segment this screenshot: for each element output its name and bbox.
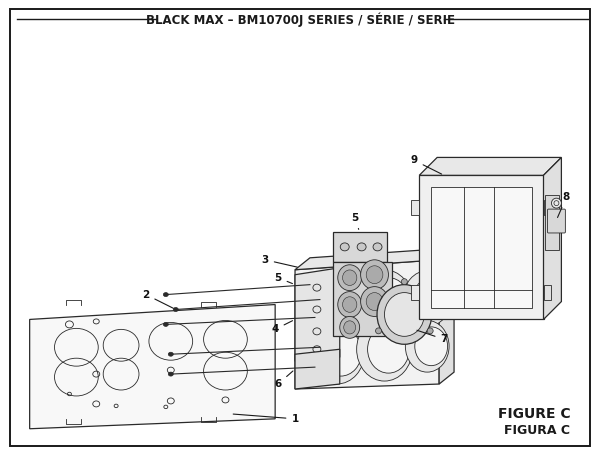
Polygon shape [295,248,454,270]
Text: FIGURE C: FIGURE C [498,407,571,421]
Ellipse shape [344,321,356,334]
Ellipse shape [413,278,449,319]
Ellipse shape [356,270,412,334]
Polygon shape [439,248,454,384]
Polygon shape [419,157,562,175]
Ellipse shape [340,243,349,251]
Bar [412,200,419,215]
Ellipse shape [320,329,362,376]
Ellipse shape [163,323,169,326]
Ellipse shape [368,278,409,325]
Ellipse shape [340,317,359,339]
Polygon shape [419,175,544,319]
Polygon shape [544,157,562,319]
Ellipse shape [356,318,412,381]
Ellipse shape [377,285,431,344]
Polygon shape [295,268,340,361]
Ellipse shape [376,328,382,334]
Text: FIGURA C: FIGURA C [505,424,571,437]
Ellipse shape [169,352,173,356]
Text: 5: 5 [275,273,292,283]
Ellipse shape [427,328,433,334]
Ellipse shape [415,327,448,366]
Text: 9: 9 [411,156,442,174]
FancyBboxPatch shape [333,232,388,262]
Ellipse shape [373,243,382,251]
Polygon shape [295,349,340,389]
Ellipse shape [406,320,449,372]
Text: 8: 8 [557,192,570,217]
Ellipse shape [361,260,388,290]
Ellipse shape [401,278,407,285]
Ellipse shape [403,271,451,326]
FancyBboxPatch shape [547,209,565,233]
Ellipse shape [551,198,562,208]
Polygon shape [29,304,275,429]
Ellipse shape [309,273,365,336]
Text: 2: 2 [142,289,173,308]
Text: 1: 1 [233,414,299,424]
Ellipse shape [357,243,366,251]
Bar [545,195,559,250]
Text: 5: 5 [351,213,359,229]
Ellipse shape [163,293,169,297]
Ellipse shape [338,292,362,318]
Text: 4: 4 [271,321,293,334]
Ellipse shape [343,297,357,312]
Text: 3: 3 [262,255,297,267]
Ellipse shape [366,266,383,283]
Text: 7: 7 [417,330,448,344]
Ellipse shape [343,270,357,285]
Bar [544,285,551,299]
Ellipse shape [169,372,173,376]
Text: BLACK MAX – BM10700J SERIES / SÉRIE / SERIE: BLACK MAX – BM10700J SERIES / SÉRIE / SE… [146,12,455,26]
Ellipse shape [320,281,362,329]
Bar [431,187,532,308]
Bar [412,285,419,299]
Ellipse shape [173,308,178,312]
Ellipse shape [338,265,362,291]
Ellipse shape [385,293,424,336]
Ellipse shape [309,320,365,384]
Ellipse shape [366,293,383,310]
Bar [544,200,551,215]
Ellipse shape [368,325,409,373]
Text: 6: 6 [275,371,293,389]
FancyBboxPatch shape [333,262,392,336]
Ellipse shape [361,287,388,317]
Polygon shape [295,260,439,389]
